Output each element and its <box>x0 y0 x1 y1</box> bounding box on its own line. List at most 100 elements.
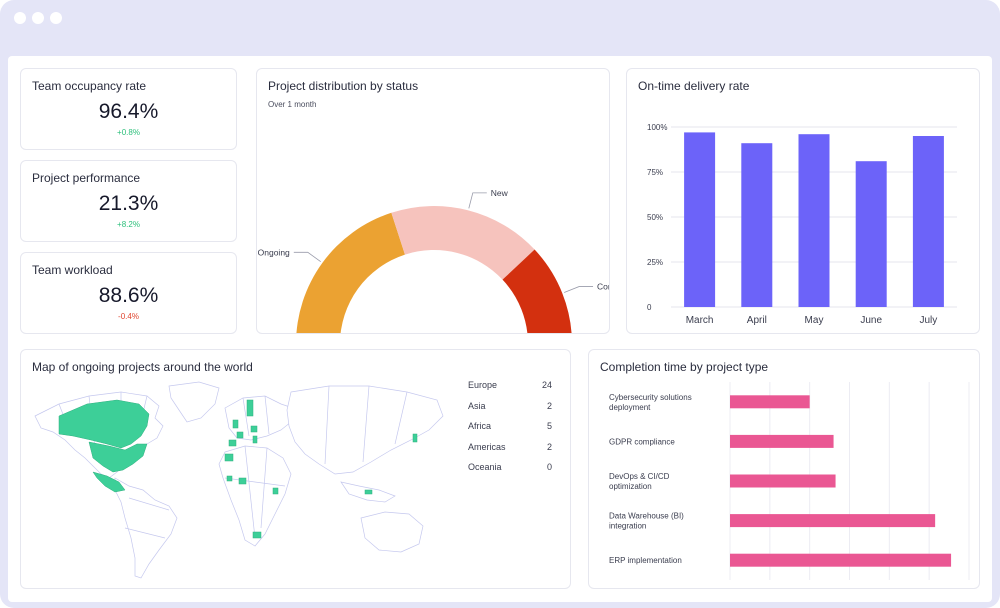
legend-row: Europe 24 <box>468 380 552 401</box>
completion-card: Completion time by project type Cybersec… <box>588 349 980 589</box>
donut-leader-line <box>564 286 594 293</box>
distribution-title: Project distribution by status <box>268 79 419 93</box>
map-highlight-kenya <box>272 487 279 495</box>
map-highlight-usa <box>88 441 148 473</box>
legend-region: Europe <box>468 380 498 390</box>
map-highlight-ghana <box>226 475 233 482</box>
legend-count: 2 <box>546 441 552 452</box>
legend-region: Africa <box>468 421 492 432</box>
hbar <box>730 395 810 409</box>
delivery-title: On-time delivery rate <box>638 79 750 93</box>
map-highlight-mexico <box>92 471 126 493</box>
legend-row: Asia 2 <box>468 401 552 422</box>
legend-region: Asia <box>468 400 486 411</box>
window-controls <box>14 12 62 24</box>
donut-label: Ongoing <box>258 247 290 257</box>
legend-count: 0 <box>546 462 552 473</box>
donut-slice-ongoing <box>296 212 405 333</box>
map-region-greenland <box>168 381 220 423</box>
legend-count: 5 <box>546 421 552 432</box>
y-tick-label: 50% <box>647 213 663 222</box>
kpi-delta: +8.2% <box>117 220 140 229</box>
distribution-card: Project distribution by status Over 1 mo… <box>256 68 610 334</box>
category-label: optimization <box>609 482 652 491</box>
bar-july <box>912 136 944 307</box>
bar-march <box>684 132 716 307</box>
window-dot-icon[interactable] <box>50 12 62 24</box>
legend-region: Oceania <box>468 462 502 473</box>
category-label: integration <box>609 522 646 531</box>
kpi-title: Team occupancy rate <box>32 79 147 93</box>
distribution-subtitle: Over 1 month <box>268 100 317 109</box>
map-region-south-america <box>114 477 178 579</box>
hbar <box>730 514 936 528</box>
x-tick-label: June <box>860 315 882 326</box>
kpi-value: 21.3% <box>98 192 159 215</box>
y-tick-label: 75% <box>647 168 663 177</box>
region-legend: Europe 24 Asia 2 Africa 5 Americas 2 Oceania… <box>468 380 552 483</box>
kpi-title: Project performance <box>32 171 141 185</box>
hbar <box>730 474 836 488</box>
map-region-africa <box>218 445 292 547</box>
map-highlight-japan <box>412 433 418 443</box>
legend-row: Americas 2 <box>468 442 552 463</box>
hbar <box>730 434 834 448</box>
map-highlight-italy <box>252 435 258 444</box>
category-label: GDPR compliance <box>609 437 675 446</box>
bar-june <box>855 161 887 307</box>
map-highlight-morocco <box>224 453 234 462</box>
category-label: Data Warehouse (BI) <box>609 512 684 521</box>
kpi-delta: +0.8% <box>117 128 140 137</box>
legend-row: Africa 5 <box>468 421 552 442</box>
x-tick-label: March <box>686 315 714 326</box>
kpi-card-occupancy: Team occupancy rate 96.4% +0.8% <box>20 68 237 150</box>
bar-april <box>741 143 773 307</box>
hbar <box>730 553 952 567</box>
donut-leader-line <box>468 192 487 209</box>
x-tick-label: July <box>920 315 938 326</box>
legend-row: Oceania 0 <box>468 462 552 483</box>
map-highlight-germany <box>250 425 258 433</box>
map-highlight-spain <box>228 439 237 447</box>
map-highlight-france <box>236 431 244 439</box>
map-region-australia <box>360 511 424 553</box>
delivery-chart: 100% 75% 50% 25% 0 March April May June July <box>647 123 957 326</box>
map-highlight-south-africa <box>252 531 262 539</box>
kpi-value: 88.6% <box>98 284 159 307</box>
y-tick-label: 100% <box>647 123 667 132</box>
kpi-delta: -0.4% <box>118 312 139 321</box>
map-title: Map of ongoing projects around the world <box>32 360 253 374</box>
bar-may <box>798 134 830 307</box>
donut-slice-completed <box>502 249 572 333</box>
map-highlight-canada <box>58 399 150 449</box>
legend-count: 24 <box>541 380 552 390</box>
kpi-title: Team workload <box>32 263 113 277</box>
kpi-card-performance: Project performance 21.3% +8.2% <box>20 160 237 242</box>
kpi-value: 96.4% <box>98 100 159 123</box>
map-highlight-scandinavia <box>246 399 254 417</box>
y-tick-label: 0 <box>647 303 652 312</box>
distribution-chart: Ongoing New Completed <box>258 188 609 333</box>
map-highlight-malaysia <box>364 489 373 495</box>
category-label: DevOps & CI/CD <box>609 472 670 481</box>
map-highlight-nigeria <box>238 477 247 485</box>
dashboard: Team occupancy rate 96.4% +0.8% Project … <box>8 56 992 602</box>
donut-slice-new <box>391 205 535 280</box>
donut-label: New <box>491 188 509 198</box>
window-dot-icon[interactable] <box>32 12 44 24</box>
x-tick-label: April <box>747 315 767 326</box>
window-dot-icon[interactable] <box>14 12 26 24</box>
donut-leader-line <box>293 251 321 263</box>
category-label: ERP implementation <box>609 556 682 565</box>
legend-region: Americas <box>468 441 506 452</box>
x-tick-label: May <box>805 315 824 326</box>
world-map <box>34 381 444 579</box>
category-label: Cybersecurity solutions <box>609 393 692 402</box>
map-highlight-uk <box>232 419 239 429</box>
map-region-asia <box>286 385 444 475</box>
map-region-europe <box>224 395 294 441</box>
kpi-card-workload: Team workload 88.6% -0.4% <box>20 252 237 334</box>
map-card: Map of ongoing projects around the world <box>20 349 571 589</box>
